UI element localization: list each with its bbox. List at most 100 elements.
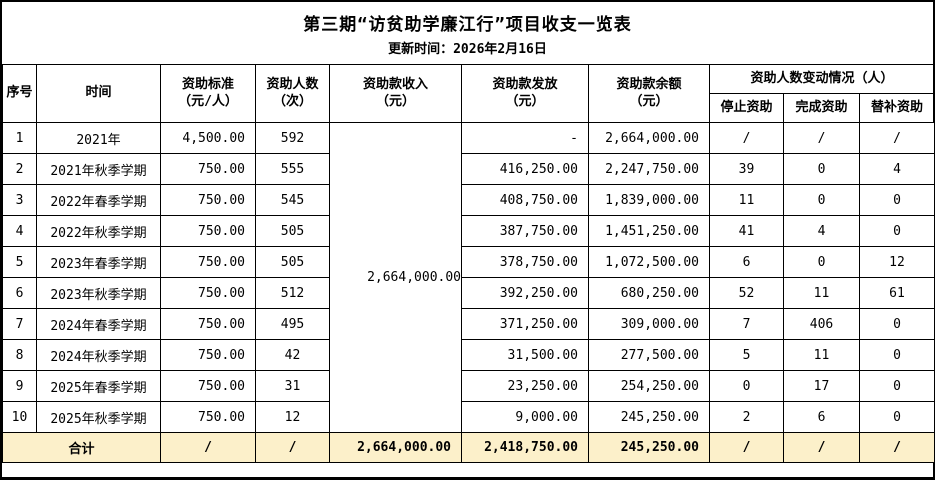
cell-substitute: / [858, 122, 936, 154]
cell-balance: 309,000.00 [588, 308, 710, 340]
cell-period: 2025年春季学期 [36, 370, 161, 402]
cell-completed: 0 [783, 246, 860, 278]
cell-substitute: 12 [858, 246, 936, 278]
cell-count: 592 [255, 122, 330, 154]
total-standard: / [160, 432, 256, 463]
cell-disbursed: 31,500.00 [461, 339, 589, 371]
cell-balance: 254,250.00 [588, 370, 710, 402]
cell-period: 2023年春季学期 [36, 246, 161, 278]
cell-period: 2024年秋季学期 [36, 339, 161, 371]
cell-period: 2022年春季学期 [36, 184, 161, 216]
cell-standard: 4,500.00 [160, 122, 256, 154]
cell-count: 12 [255, 401, 330, 433]
cell-substitute: 4 [858, 153, 936, 185]
cell-substitute: 0 [858, 370, 936, 402]
cell-balance: 2,247,750.00 [588, 153, 710, 185]
cell-count: 505 [255, 246, 330, 278]
total-stopped: / [709, 432, 784, 463]
total-completed: / [783, 432, 860, 463]
cell-disbursed: 392,250.00 [461, 277, 589, 309]
cell-completed: 406 [783, 308, 860, 340]
cell-standard: 750.00 [160, 308, 256, 340]
cell-stopped: / [709, 122, 784, 154]
cell-completed: 0 [783, 184, 860, 216]
cell-seq: 4 [2, 215, 37, 247]
cell-count: 545 [255, 184, 330, 216]
cell-count: 505 [255, 215, 330, 247]
total-count: / [255, 432, 330, 463]
cell-balance: 1,451,250.00 [588, 215, 710, 247]
col-header-standard: 资助标准 （元/人） [160, 64, 256, 123]
cell-substitute: 0 [858, 339, 936, 371]
total-row: 合计 / / 2,664,000.00 2,418,750.00 245,250… [2, 432, 936, 463]
cell-seq: 10 [2, 401, 37, 433]
cell-stopped: 0 [709, 370, 784, 402]
cell-seq: 1 [2, 122, 37, 154]
cell-period: 2023年秋季学期 [36, 277, 161, 309]
col-header-seq: 序号 [2, 64, 37, 123]
table-row: 5 2023年春季学期 750.00 505 378,750.00 1,072,… [2, 246, 936, 278]
col-header-completed: 完成资助 [783, 93, 860, 123]
col-header-disbursed: 资助款发放 （元） [461, 64, 589, 123]
cell-disbursed: 408,750.00 [461, 184, 589, 216]
cell-stopped: 2 [709, 401, 784, 433]
cell-count: 42 [255, 339, 330, 371]
col-header-balance: 资助款余额 （元） [588, 64, 710, 123]
table-row: 9 2025年春季学期 750.00 31 23,250.00 254,250.… [2, 370, 936, 402]
cell-disbursed: 9,000.00 [461, 401, 589, 433]
table-row: 4 2022年秋季学期 750.00 505 387,750.00 1,451,… [2, 215, 936, 247]
page-title: 第三期“访贫助学廉江行”项目收支一览表 [303, 14, 632, 35]
cell-standard: 750.00 [160, 246, 256, 278]
cell-stopped: 41 [709, 215, 784, 247]
cell-period: 2025年秋季学期 [36, 401, 161, 433]
table-row: 3 2022年春季学期 750.00 545 408,750.00 1,839,… [2, 184, 936, 216]
cell-disbursed: 378,750.00 [461, 246, 589, 278]
col-header-stopped: 停止资助 [709, 93, 784, 123]
total-substitute: / [858, 432, 936, 463]
table-header: 序号 时间 资助标准 （元/人） 资助人数 （次） 资助款收入 （元） 资助款发… [2, 64, 936, 123]
cell-completed: 0 [783, 153, 860, 185]
cell-balance: 2,664,000.00 [588, 122, 710, 154]
cell-completed: 6 [783, 401, 860, 433]
cell-stopped: 52 [709, 277, 784, 309]
cell-substitute: 0 [858, 184, 936, 216]
table-row: 1 2021年 4,500.00 592 2,664,000.00 - 2,66… [2, 122, 936, 433]
cell-completed: 4 [783, 215, 860, 247]
cell-period: 2024年春季学期 [36, 308, 161, 340]
cell-stopped: 5 [709, 339, 784, 371]
cell-substitute: 0 [858, 215, 936, 247]
cell-seq: 5 [2, 246, 37, 278]
cell-standard: 750.00 [160, 339, 256, 371]
cell-balance: 1,839,000.00 [588, 184, 710, 216]
cell-substitute: 61 [858, 277, 936, 309]
col-header-income: 资助款收入 （元） [329, 64, 462, 123]
update-time-subtitle: 更新时间：2026年2月16日 [388, 41, 547, 57]
col-header-change-group: 资助人数变动情况（人） [708, 64, 936, 94]
total-balance: 245,250.00 [588, 432, 710, 463]
cell-disbursed: - [461, 122, 589, 154]
total-income: 2,664,000.00 [329, 432, 462, 463]
cell-seq: 2 [2, 153, 37, 185]
table-row: 10 2025年秋季学期 750.00 12 9,000.00 245,250.… [2, 401, 936, 433]
cell-stopped: 39 [709, 153, 784, 185]
table-row: 8 2024年秋季学期 750.00 42 31,500.00 277,500.… [2, 339, 936, 371]
cell-completed: 11 [783, 339, 860, 371]
header-row-top: 序号 时间 资助标准 （元/人） 资助人数 （次） 资助款收入 （元） 资助款发… [2, 64, 936, 123]
cell-count: 555 [255, 153, 330, 185]
table-row: 7 2024年春季学期 750.00 495 371,250.00 309,00… [2, 308, 936, 340]
cell-standard: 750.00 [160, 184, 256, 216]
cell-count: 495 [255, 308, 330, 340]
cell-standard: 750.00 [160, 277, 256, 309]
cell-balance: 277,500.00 [588, 339, 710, 371]
cell-balance: 1,072,500.00 [588, 246, 710, 278]
cell-disbursed: 23,250.00 [461, 370, 589, 402]
cell-count: 512 [255, 277, 330, 309]
col-header-count: 资助人数 （次） [255, 64, 330, 123]
total-disbursed: 2,418,750.00 [461, 432, 589, 463]
table-row: 2 2021年秋季学期 750.00 555 416,250.00 2,247,… [2, 153, 936, 185]
cell-substitute: 0 [858, 308, 936, 340]
cell-stopped: 7 [709, 308, 784, 340]
col-header-period: 时间 [36, 64, 161, 123]
